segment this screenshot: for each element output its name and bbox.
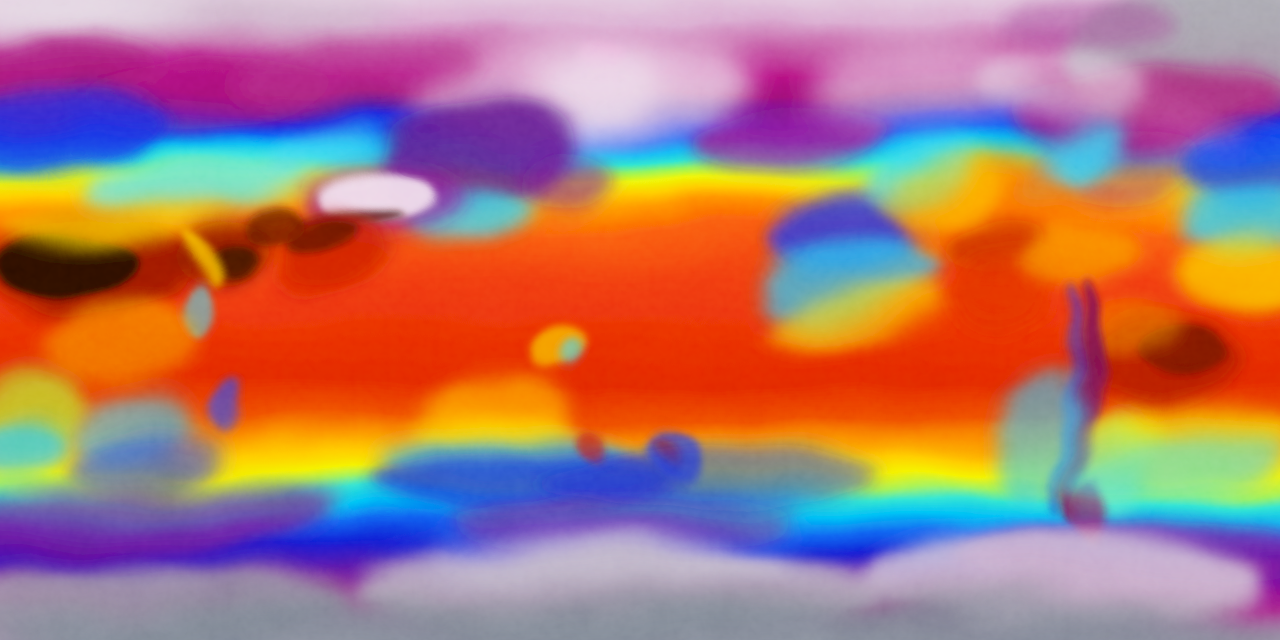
- global-temperature-map: [0, 0, 1280, 640]
- grain-texture-overlay: [0, 0, 1280, 640]
- temperature-field-svg: [0, 0, 1280, 640]
